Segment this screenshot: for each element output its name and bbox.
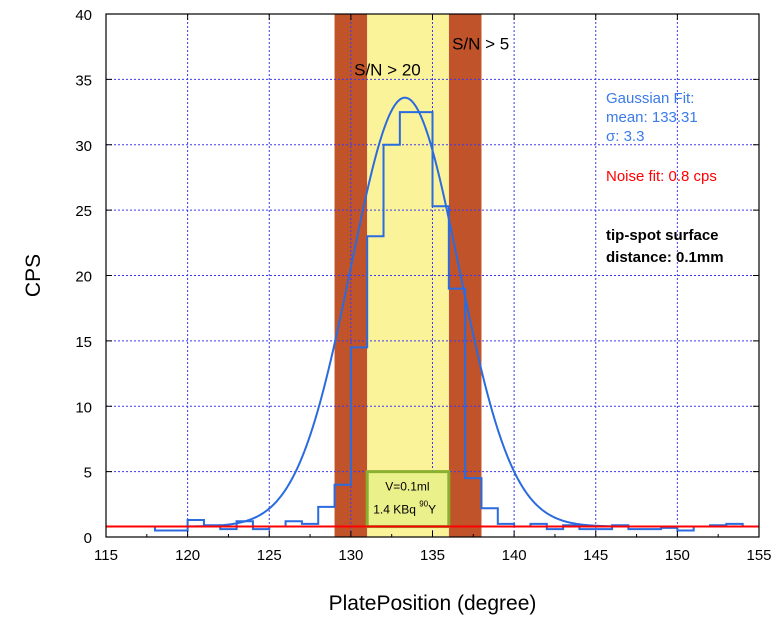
isotope-mass-number: 90 bbox=[419, 500, 428, 509]
x-tick-label: 120 bbox=[175, 547, 200, 564]
y-tick-label: 20 bbox=[75, 269, 92, 286]
y-axis-label: CPS bbox=[22, 254, 45, 297]
sn20-region-label: S/N > 20 bbox=[354, 60, 421, 79]
x-tick-label: 150 bbox=[665, 547, 690, 564]
gridlines bbox=[106, 14, 759, 537]
y-tick-label: 40 bbox=[75, 7, 92, 24]
tip-spot-label-line1: tip-spot surface bbox=[606, 227, 719, 244]
x-tick-label: 145 bbox=[583, 547, 608, 564]
histogram-series bbox=[106, 111, 759, 532]
x-tick-label: 115 bbox=[94, 547, 118, 564]
x-tick-label: 155 bbox=[746, 547, 771, 564]
y-tick-label: 30 bbox=[75, 138, 92, 155]
tip-spot-label-line2: distance: 0.1mm bbox=[606, 249, 724, 266]
x-tick-label: 125 bbox=[257, 547, 282, 564]
noise-fit-label: Noise fit: 0.8 cps bbox=[606, 168, 717, 185]
gaussian-fit-title: Gaussian Fit: bbox=[606, 90, 694, 107]
sn5-region-label: S/N > 5 bbox=[452, 34, 509, 53]
gaussian-fit-mean: mean: 133.31 bbox=[606, 109, 698, 126]
y-tick-label: 5 bbox=[84, 465, 92, 482]
source-volume-label: V=0.1ml bbox=[385, 480, 429, 494]
source-activity-label: 1.4 KBq 90Y bbox=[373, 500, 436, 517]
y-tick-label: 10 bbox=[75, 399, 92, 416]
source-info-box: V=0.1ml 1.4 KBq 90Y bbox=[365, 470, 451, 529]
y-tick-label: 0 bbox=[84, 530, 92, 547]
axes: 115 120 125 130 135 140 145 150 155 0 5 10 15 20 25 30 3… bbox=[75, 7, 771, 564]
y-tick-label: 35 bbox=[75, 72, 92, 89]
gaussian-fit-sigma: σ: 3.3 bbox=[606, 128, 644, 145]
x-axis-label: PlatePosition (degree) bbox=[329, 592, 537, 615]
data-series bbox=[106, 96, 759, 532]
x-tick-label: 135 bbox=[420, 547, 445, 564]
x-tick-label: 130 bbox=[338, 547, 363, 564]
activity-value: 1.4 KBq bbox=[373, 503, 419, 517]
x-tick-label: 140 bbox=[502, 547, 527, 564]
isotope-symbol: Y bbox=[428, 503, 436, 517]
y-tick-label: 25 bbox=[75, 203, 92, 220]
y-tick-label: 15 bbox=[75, 334, 92, 351]
